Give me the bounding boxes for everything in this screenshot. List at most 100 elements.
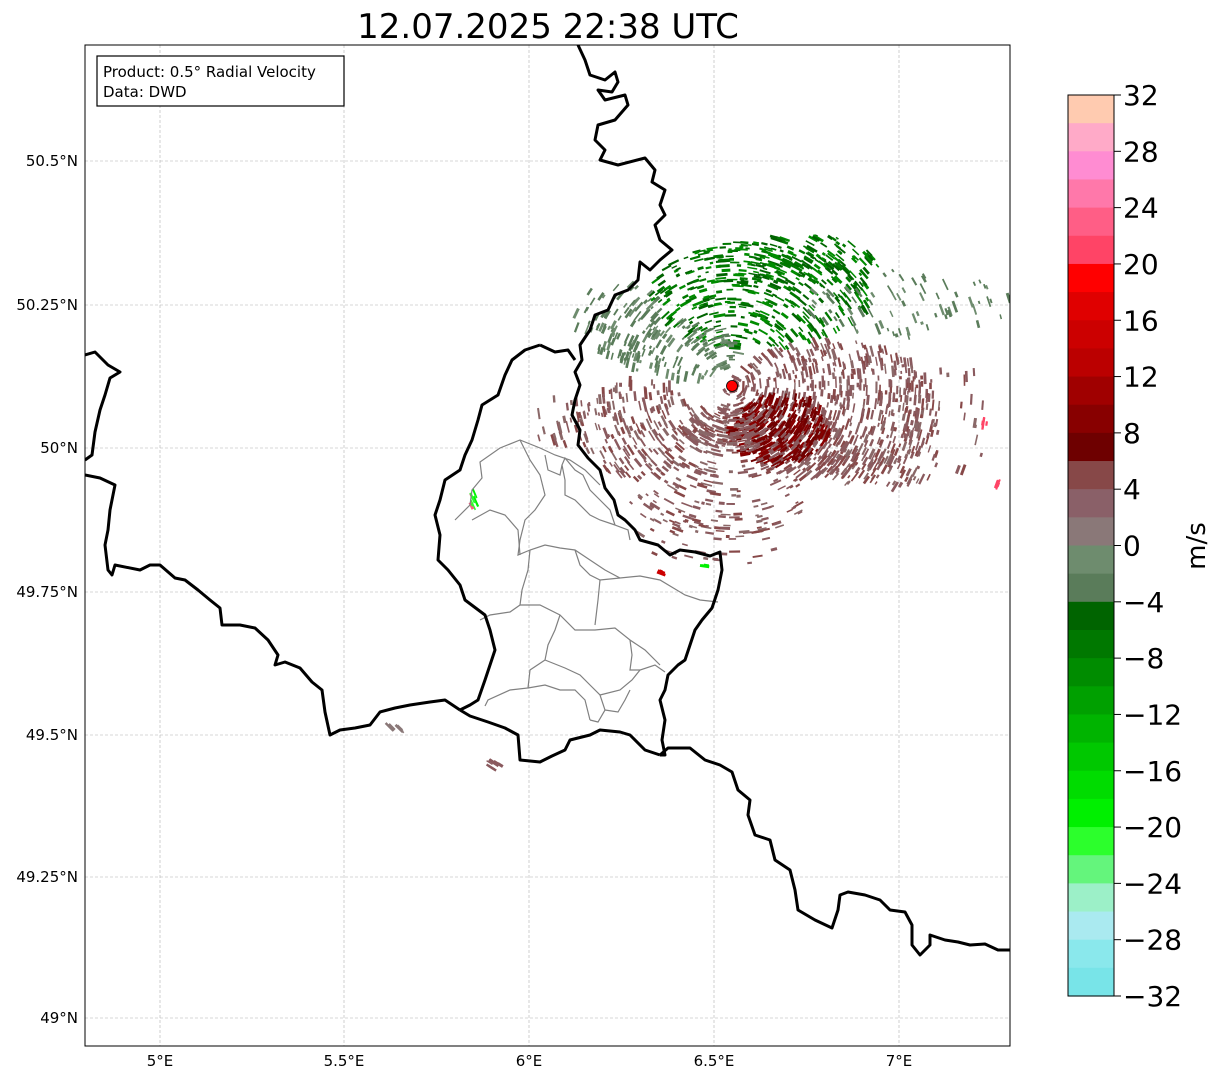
velocity-echo xyxy=(821,416,826,424)
velocity-echo xyxy=(796,416,801,422)
velocity-echo xyxy=(752,337,761,344)
velocity-echo xyxy=(600,412,604,418)
colorbar-segment xyxy=(1068,573,1114,603)
velocity-echo xyxy=(648,320,656,328)
velocity-echo xyxy=(793,262,805,270)
velocity-echo xyxy=(827,434,832,439)
velocity-echo xyxy=(770,417,774,422)
velocity-echo xyxy=(717,411,723,415)
velocity-echo xyxy=(675,507,686,513)
velocity-echo xyxy=(870,425,876,436)
lat-tick-label: 49°N xyxy=(40,1009,78,1027)
velocity-echo xyxy=(809,273,819,281)
velocity-echo xyxy=(798,422,805,432)
velocity-echo xyxy=(654,435,664,446)
velocity-echo xyxy=(827,443,832,449)
velocity-echo xyxy=(859,268,869,280)
velocity-echo xyxy=(696,284,705,290)
velocity-echo xyxy=(809,289,815,295)
velocity-echo xyxy=(763,385,768,398)
velocity-echo xyxy=(774,295,785,302)
velocity-echo xyxy=(628,434,632,439)
velocity-echo xyxy=(703,295,710,300)
velocity-echo xyxy=(787,373,792,381)
velocity-echo xyxy=(835,240,841,246)
velocity-echo xyxy=(705,271,709,274)
velocity-echo xyxy=(904,453,909,459)
velocity-echo xyxy=(726,502,735,505)
velocity-echo xyxy=(738,529,750,534)
velocity-echo xyxy=(920,274,927,283)
velocity-echo xyxy=(597,292,605,301)
velocity-echo xyxy=(899,465,906,474)
velocity-echo xyxy=(832,409,838,421)
velocity-echo xyxy=(716,272,728,277)
velocity-echo xyxy=(756,410,761,415)
velocity-echo xyxy=(884,363,887,374)
velocity-echo xyxy=(820,449,829,460)
colorbar-tick-label: 16 xyxy=(1123,304,1159,337)
velocity-echo xyxy=(580,415,584,423)
velocity-echo xyxy=(704,441,712,447)
velocity-echo xyxy=(729,257,735,261)
velocity-echo xyxy=(999,314,1003,320)
velocity-echo xyxy=(857,469,866,479)
velocity-echo xyxy=(594,408,598,416)
colorbar-segment xyxy=(1068,911,1114,941)
velocity-echo xyxy=(743,260,751,264)
velocity-echo xyxy=(700,375,705,380)
velocity-echo xyxy=(685,342,691,348)
velocity-echo xyxy=(470,503,474,507)
velocity-echo xyxy=(860,356,864,364)
velocity-echo xyxy=(826,421,832,430)
velocity-echo xyxy=(818,260,829,269)
velocity-echo xyxy=(626,461,635,471)
velocity-echo xyxy=(647,349,653,357)
velocity-echo xyxy=(635,423,642,435)
velocity-echo xyxy=(746,375,752,383)
velocity-echo xyxy=(584,323,590,335)
velocity-echo xyxy=(621,437,628,445)
velocity-echo xyxy=(795,501,799,505)
velocity-echo xyxy=(693,336,703,344)
velocity-echo xyxy=(702,297,710,303)
velocity-echo xyxy=(807,276,816,284)
velocity-echo xyxy=(471,488,478,499)
velocity-echo xyxy=(871,368,875,375)
velocity-echo xyxy=(731,451,739,454)
velocity-echo xyxy=(725,392,731,396)
velocity-echo xyxy=(696,312,709,320)
velocity-echo xyxy=(989,298,993,304)
velocity-echo xyxy=(954,464,961,475)
velocity-echo xyxy=(806,450,813,458)
velocity-echo xyxy=(894,398,899,403)
velocity-echo xyxy=(806,308,817,320)
velocity-echo xyxy=(944,307,949,316)
velocity-echo xyxy=(937,400,941,410)
velocity-echo xyxy=(724,300,731,304)
velocity-echo xyxy=(934,462,939,468)
velocity-echo xyxy=(605,350,611,360)
velocity-echo xyxy=(607,445,614,453)
velocity-echo xyxy=(969,393,973,405)
velocity-echo xyxy=(927,445,932,453)
velocity-echo xyxy=(706,424,713,430)
velocity-echo xyxy=(814,434,820,441)
velocity-echo xyxy=(686,330,698,340)
velocity-echo xyxy=(663,479,669,484)
velocity-echo xyxy=(774,322,784,332)
velocity-echo xyxy=(660,310,670,320)
velocity-echo xyxy=(747,363,753,369)
velocity-echo xyxy=(730,261,740,264)
velocity-echo xyxy=(765,273,775,278)
velocity-echo xyxy=(703,468,709,472)
velocity-echo xyxy=(688,418,694,425)
velocity-echo xyxy=(766,341,773,348)
velocity-echo xyxy=(816,404,822,416)
velocity-echo xyxy=(797,392,801,399)
velocity-echo xyxy=(728,538,737,540)
lat-tick-label: 50°N xyxy=(40,439,78,457)
velocity-echo xyxy=(805,439,812,447)
velocity-echo xyxy=(902,402,905,411)
velocity-echo xyxy=(770,405,774,409)
